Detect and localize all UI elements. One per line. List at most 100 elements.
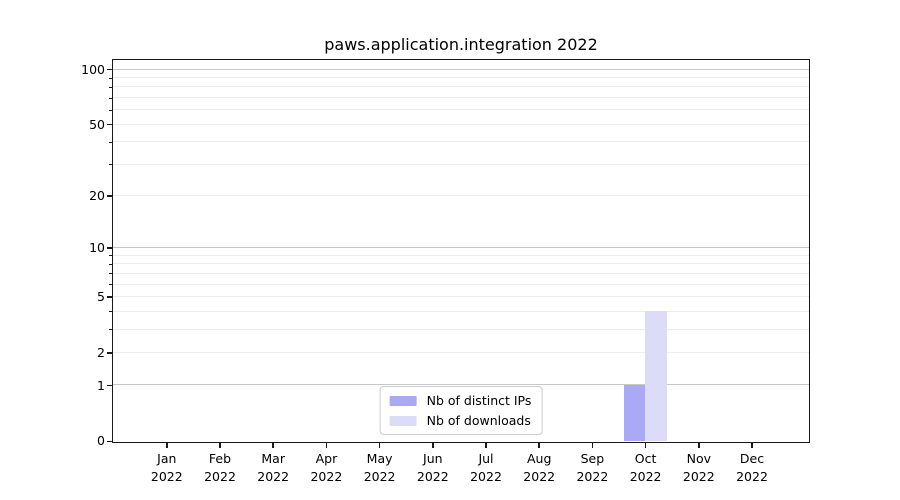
x-tick-month: Nov: [686, 451, 711, 466]
y-gridline: [113, 96, 809, 98]
y-gridline: [113, 247, 809, 249]
y-minor-tick-mark: [108, 97, 112, 99]
y-tick-mark: [106, 247, 112, 249]
x-tick-mark: [325, 443, 328, 448]
y-gridline: [113, 272, 809, 274]
x-tick-month: Sep: [580, 451, 605, 466]
y-gridline: [113, 123, 809, 125]
x-tick-month: May: [366, 451, 393, 466]
x-tick-year: 2022: [736, 469, 768, 484]
x-tick-year: 2022: [629, 469, 662, 484]
x-tick-mark: [751, 443, 753, 448]
y-tick-mark: [106, 440, 112, 443]
y-tick-label: 0: [97, 433, 105, 449]
x-tick-mark: [485, 443, 487, 448]
x-tick-year: 2022: [310, 469, 343, 484]
x-tick-month: Dec: [739, 451, 765, 466]
x-tick-year: 2022: [416, 469, 449, 484]
x-tick-month: Jul: [478, 451, 494, 466]
y-tick-label: 50: [89, 116, 105, 132]
y-minor-tick-mark: [108, 86, 112, 88]
y-gridline: [113, 254, 809, 256]
y-gridline: [113, 263, 809, 265]
y-gridline: [113, 351, 809, 353]
x-tick-mark: [166, 443, 168, 448]
y-gridline: [113, 76, 809, 78]
y-minor-tick-mark: [108, 284, 112, 286]
y-tick-label: 20: [89, 188, 105, 204]
x-tick-mark: [272, 443, 274, 448]
x-tick-label: Feb 2022: [180, 450, 260, 486]
y-gridline: [113, 295, 809, 297]
x-tick-year: 2022: [363, 469, 396, 484]
y-tick-label: 1: [97, 377, 105, 393]
y-gridline: [113, 109, 809, 111]
y-minor-tick-mark: [108, 77, 112, 79]
y-tick-label: 5: [97, 289, 105, 305]
x-tick-year: 2022: [523, 469, 556, 484]
y-minor-tick-mark: [108, 255, 112, 257]
y-tick-mark: [106, 68, 112, 71]
x-tick-mark: [432, 443, 434, 448]
legend-swatch-downloads: [389, 415, 417, 426]
x-tick-mark: [644, 443, 647, 448]
bar-nb-of-distinct-ips: [623, 384, 645, 441]
y-minor-tick-mark: [108, 273, 112, 275]
plot-area: Nb of distinct IPs Nb of downloads: [112, 59, 810, 443]
y-tick-label: 100: [81, 61, 105, 77]
y-gridline: [113, 86, 809, 88]
x-tick-label: Oct 2022: [606, 450, 686, 486]
y-gridline: [113, 384, 809, 386]
x-tick-label: May 2022: [340, 450, 420, 486]
x-tick-month: Apr: [315, 451, 338, 466]
y-tick-mark: [106, 384, 112, 387]
x-tick-mark: [219, 443, 221, 448]
x-tick-label: Sep 2022: [552, 450, 632, 486]
legend-swatch-distinct-ips: [389, 395, 417, 406]
legend-item-distinct-ips: Nb of distinct IPs: [389, 393, 532, 408]
y-tick-mark: [106, 195, 112, 197]
legend-item-downloads: Nb of downloads: [389, 413, 532, 428]
x-tick-year: 2022: [204, 469, 236, 484]
legend-label-downloads: Nb of downloads: [426, 413, 531, 428]
x-tick-month: Jan: [157, 451, 177, 466]
y-tick-mark: [106, 352, 112, 354]
y-minor-tick-mark: [108, 109, 112, 111]
y-gridline: [113, 141, 809, 143]
legend: Nb of distinct IPs Nb of downloads: [379, 386, 543, 435]
y-minor-tick-mark: [108, 141, 112, 143]
legend-label-distinct-ips: Nb of distinct IPs: [426, 393, 532, 408]
y-tick-mark: [106, 296, 112, 298]
x-tick-year: 2022: [576, 469, 609, 484]
x-tick-label: Mar 2022: [233, 450, 313, 486]
x-tick-month: Mar: [261, 451, 285, 466]
y-minor-tick-mark: [108, 263, 112, 265]
y-tick-label: 2: [97, 344, 105, 360]
x-tick-label: Apr 2022: [286, 450, 366, 486]
x-tick-label: Nov 2022: [659, 450, 739, 486]
x-tick-year: 2022: [682, 469, 715, 484]
x-tick-label: Jun 2022: [393, 450, 473, 486]
y-tick-label: 10: [89, 240, 105, 256]
y-minor-tick-mark: [108, 329, 112, 331]
x-tick-label: Aug 2022: [499, 450, 579, 486]
y-gridline: [113, 68, 809, 70]
x-tick-year: 2022: [470, 469, 502, 484]
chart-title: paws.application.integration 2022: [324, 35, 598, 54]
x-tick-month: Feb: [208, 451, 232, 466]
x-tick-month: Jun: [423, 451, 443, 466]
x-tick-month: Aug: [526, 451, 552, 466]
x-tick-year: 2022: [257, 469, 290, 484]
x-tick-label: Jan 2022: [127, 450, 207, 486]
bar-nb-of-downloads: [645, 311, 667, 441]
y-minor-tick-mark: [108, 311, 112, 313]
x-tick-month: Oct: [634, 451, 657, 466]
y-tick-mark: [106, 123, 112, 126]
x-tick-label: Jul 2022: [446, 450, 526, 486]
x-tick-mark: [378, 443, 381, 448]
x-tick-label: Dec 2022: [712, 450, 792, 486]
x-tick-mark: [698, 443, 700, 448]
y-gridline: [113, 195, 809, 197]
y-gridline: [113, 328, 809, 330]
